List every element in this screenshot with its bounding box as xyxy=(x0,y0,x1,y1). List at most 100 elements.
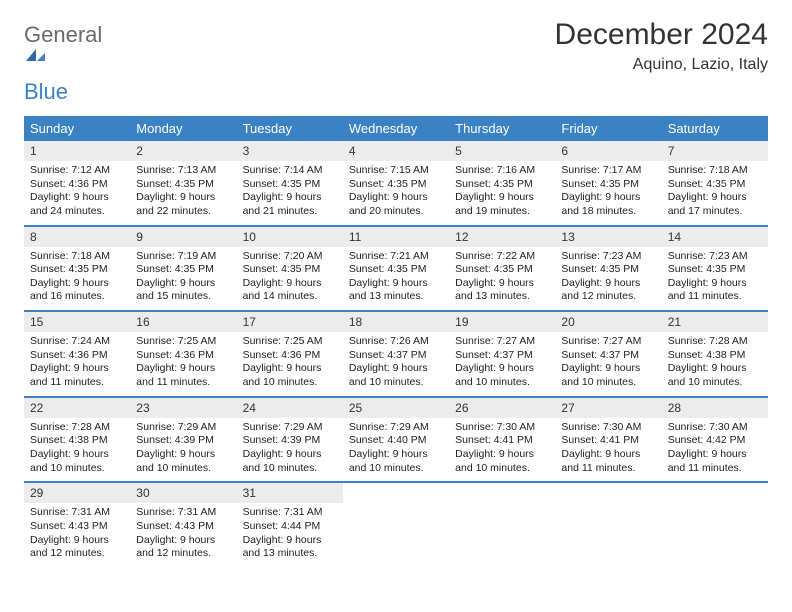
day-number: 29 xyxy=(24,483,130,503)
daylight-text: Daylight: 9 hours and 10 minutes. xyxy=(349,362,443,389)
daylight-text: Daylight: 9 hours and 10 minutes. xyxy=(668,362,762,389)
daylight-text: Daylight: 9 hours and 15 minutes. xyxy=(136,277,230,304)
day-details: Sunrise: 7:23 AMSunset: 4:35 PMDaylight:… xyxy=(555,247,661,311)
sunrise-text: Sunrise: 7:28 AM xyxy=(30,421,124,435)
day-cell: 25Sunrise: 7:29 AMSunset: 4:40 PMDayligh… xyxy=(343,398,449,482)
calendar: Sunday Monday Tuesday Wednesday Thursday… xyxy=(24,116,768,567)
sunrise-text: Sunrise: 7:22 AM xyxy=(455,250,549,264)
day-details: Sunrise: 7:22 AMSunset: 4:35 PMDaylight:… xyxy=(449,247,555,311)
sunrise-text: Sunrise: 7:19 AM xyxy=(136,250,230,264)
day-cell: 24Sunrise: 7:29 AMSunset: 4:39 PMDayligh… xyxy=(237,398,343,482)
week-row: 15Sunrise: 7:24 AMSunset: 4:36 PMDayligh… xyxy=(24,312,768,398)
day-cell: 1Sunrise: 7:12 AMSunset: 4:36 PMDaylight… xyxy=(24,141,130,225)
sunrise-text: Sunrise: 7:29 AM xyxy=(243,421,337,435)
sunset-text: Sunset: 4:35 PM xyxy=(668,178,762,192)
sunrise-text: Sunrise: 7:24 AM xyxy=(30,335,124,349)
daylight-text: Daylight: 9 hours and 10 minutes. xyxy=(455,362,549,389)
page-header: General Blue December 2024 Aquino, Lazio… xyxy=(24,18,768,104)
day-number: 26 xyxy=(449,398,555,418)
day-number: 19 xyxy=(449,312,555,332)
sunrise-text: Sunrise: 7:27 AM xyxy=(561,335,655,349)
day-details: Sunrise: 7:30 AMSunset: 4:41 PMDaylight:… xyxy=(555,418,661,482)
day-details: Sunrise: 7:29 AMSunset: 4:39 PMDaylight:… xyxy=(237,418,343,482)
location-label: Aquino, Lazio, Italy xyxy=(555,56,768,74)
day-header: Wednesday xyxy=(343,116,449,141)
day-number: 14 xyxy=(662,227,768,247)
sunrise-text: Sunrise: 7:25 AM xyxy=(136,335,230,349)
day-details: Sunrise: 7:13 AMSunset: 4:35 PMDaylight:… xyxy=(130,161,236,225)
day-number: 8 xyxy=(24,227,130,247)
day-header: Saturday xyxy=(662,116,768,141)
day-cell: 13Sunrise: 7:23 AMSunset: 4:35 PMDayligh… xyxy=(555,227,661,311)
day-cell: 31Sunrise: 7:31 AMSunset: 4:44 PMDayligh… xyxy=(237,483,343,567)
day-number: 7 xyxy=(662,141,768,161)
daylight-text: Daylight: 9 hours and 24 minutes. xyxy=(30,191,124,218)
sunset-text: Sunset: 4:35 PM xyxy=(561,263,655,277)
daylight-text: Daylight: 9 hours and 13 minutes. xyxy=(455,277,549,304)
daylight-text: Daylight: 9 hours and 12 minutes. xyxy=(136,534,230,561)
logo-text: General Blue xyxy=(24,24,102,104)
sunrise-text: Sunrise: 7:31 AM xyxy=(30,506,124,520)
day-cell: 23Sunrise: 7:29 AMSunset: 4:39 PMDayligh… xyxy=(130,398,236,482)
day-details: Sunrise: 7:20 AMSunset: 4:35 PMDaylight:… xyxy=(237,247,343,311)
day-details: Sunrise: 7:27 AMSunset: 4:37 PMDaylight:… xyxy=(449,332,555,396)
day-cell: 7Sunrise: 7:18 AMSunset: 4:35 PMDaylight… xyxy=(662,141,768,225)
sunset-text: Sunset: 4:35 PM xyxy=(30,263,124,277)
day-header: Tuesday xyxy=(237,116,343,141)
day-number: 1 xyxy=(24,141,130,161)
day-details: Sunrise: 7:27 AMSunset: 4:37 PMDaylight:… xyxy=(555,332,661,396)
day-header: Sunday xyxy=(24,116,130,141)
daylight-text: Daylight: 9 hours and 10 minutes. xyxy=(349,448,443,475)
day-details: Sunrise: 7:14 AMSunset: 4:35 PMDaylight:… xyxy=(237,161,343,225)
sunset-text: Sunset: 4:35 PM xyxy=(243,178,337,192)
daylight-text: Daylight: 9 hours and 18 minutes. xyxy=(561,191,655,218)
daylight-text: Daylight: 9 hours and 21 minutes. xyxy=(243,191,337,218)
day-number: 21 xyxy=(662,312,768,332)
day-cell: 11Sunrise: 7:21 AMSunset: 4:35 PMDayligh… xyxy=(343,227,449,311)
day-cell: 22Sunrise: 7:28 AMSunset: 4:38 PMDayligh… xyxy=(24,398,130,482)
day-cell xyxy=(449,483,555,567)
daylight-text: Daylight: 9 hours and 12 minutes. xyxy=(30,534,124,561)
sunset-text: Sunset: 4:43 PM xyxy=(136,520,230,534)
sunset-text: Sunset: 4:36 PM xyxy=(136,349,230,363)
logo-word-blue: Blue xyxy=(24,79,68,104)
day-cell: 26Sunrise: 7:30 AMSunset: 4:41 PMDayligh… xyxy=(449,398,555,482)
day-cell: 3Sunrise: 7:14 AMSunset: 4:35 PMDaylight… xyxy=(237,141,343,225)
day-number: 17 xyxy=(237,312,343,332)
daylight-text: Daylight: 9 hours and 19 minutes. xyxy=(455,191,549,218)
sail-icon xyxy=(24,47,102,63)
daylight-text: Daylight: 9 hours and 20 minutes. xyxy=(349,191,443,218)
daylight-text: Daylight: 9 hours and 10 minutes. xyxy=(561,362,655,389)
day-details: Sunrise: 7:15 AMSunset: 4:35 PMDaylight:… xyxy=(343,161,449,225)
day-details: Sunrise: 7:28 AMSunset: 4:38 PMDaylight:… xyxy=(662,332,768,396)
day-cell: 2Sunrise: 7:13 AMSunset: 4:35 PMDaylight… xyxy=(130,141,236,225)
daylight-text: Daylight: 9 hours and 11 minutes. xyxy=(561,448,655,475)
day-cell: 8Sunrise: 7:18 AMSunset: 4:35 PMDaylight… xyxy=(24,227,130,311)
daylight-text: Daylight: 9 hours and 10 minutes. xyxy=(136,448,230,475)
day-number: 16 xyxy=(130,312,236,332)
sunset-text: Sunset: 4:36 PM xyxy=(243,349,337,363)
day-number: 22 xyxy=(24,398,130,418)
day-cell xyxy=(662,483,768,567)
day-number: 31 xyxy=(237,483,343,503)
day-cell: 18Sunrise: 7:26 AMSunset: 4:37 PMDayligh… xyxy=(343,312,449,396)
sunset-text: Sunset: 4:44 PM xyxy=(243,520,337,534)
sunset-text: Sunset: 4:42 PM xyxy=(668,434,762,448)
day-details: Sunrise: 7:21 AMSunset: 4:35 PMDaylight:… xyxy=(343,247,449,311)
sunset-text: Sunset: 4:37 PM xyxy=(561,349,655,363)
daylight-text: Daylight: 9 hours and 16 minutes. xyxy=(30,277,124,304)
day-header: Friday xyxy=(555,116,661,141)
sunrise-text: Sunrise: 7:23 AM xyxy=(561,250,655,264)
sunrise-text: Sunrise: 7:31 AM xyxy=(136,506,230,520)
day-number: 27 xyxy=(555,398,661,418)
daylight-text: Daylight: 9 hours and 12 minutes. xyxy=(561,277,655,304)
day-number: 28 xyxy=(662,398,768,418)
daylight-text: Daylight: 9 hours and 10 minutes. xyxy=(455,448,549,475)
sunrise-text: Sunrise: 7:25 AM xyxy=(243,335,337,349)
week-row: 29Sunrise: 7:31 AMSunset: 4:43 PMDayligh… xyxy=(24,483,768,567)
calendar-body: 1Sunrise: 7:12 AMSunset: 4:36 PMDaylight… xyxy=(24,141,768,567)
sunset-text: Sunset: 4:36 PM xyxy=(30,178,124,192)
page-title: December 2024 xyxy=(555,18,768,52)
sunrise-text: Sunrise: 7:30 AM xyxy=(668,421,762,435)
sunset-text: Sunset: 4:39 PM xyxy=(243,434,337,448)
